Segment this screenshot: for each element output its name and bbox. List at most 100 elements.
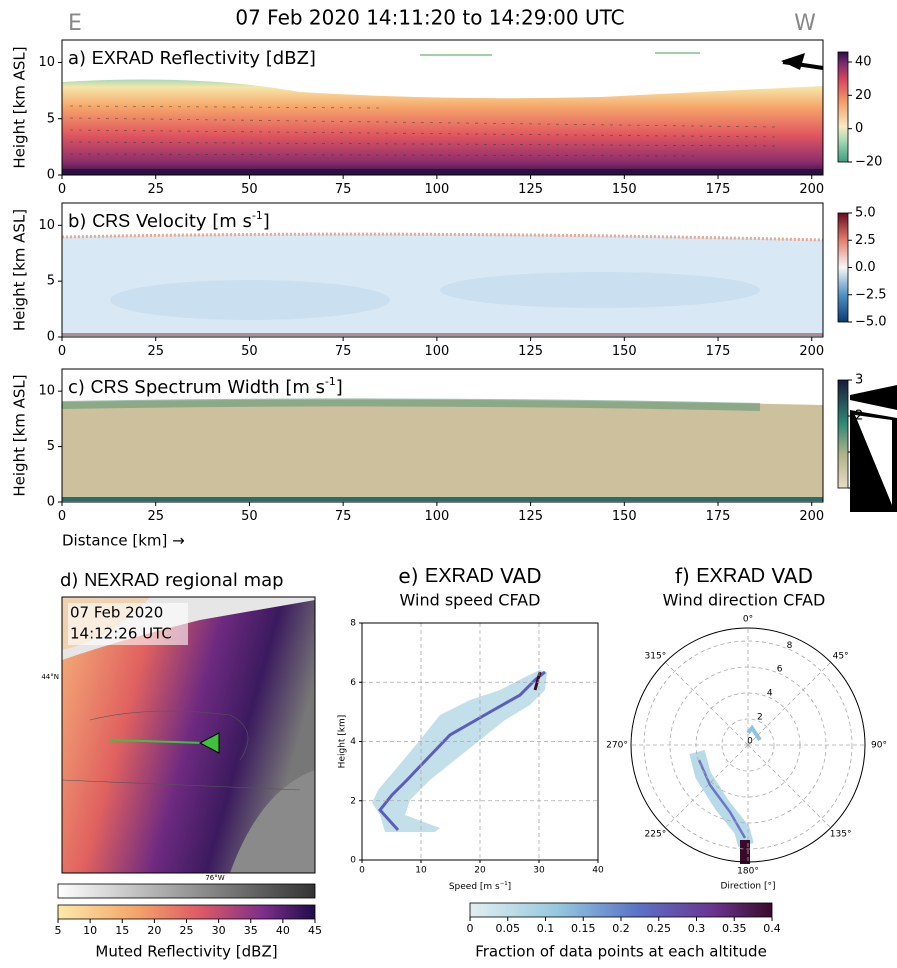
colorbar-tick-label: 0 — [855, 121, 863, 136]
x-tick-label: 20 — [474, 866, 486, 876]
map-lat-label: 44°N — [41, 673, 59, 681]
radial-grid-line — [695, 692, 801, 798]
colorbar-tick-label: 20 — [855, 88, 872, 103]
x-tick-label: 75 — [335, 509, 352, 524]
colorbar-tick-label: 10 — [83, 924, 97, 937]
title-part: b) — [68, 211, 86, 232]
y-tick-label: 0 — [47, 168, 55, 183]
colorbar — [57, 904, 316, 920]
x-tick-label: 150 — [612, 344, 637, 359]
angle-tick-label: 45° — [833, 651, 849, 661]
colorbar — [837, 51, 849, 163]
panel-title: f) EXRAD VAD — [675, 564, 813, 588]
x-axis-label: Direction [°] — [720, 882, 775, 892]
title-part: f) — [675, 564, 690, 588]
title-part: NEXRAD — [84, 570, 159, 590]
colorbar-tick-label: 0.25 — [647, 922, 672, 935]
radial-grid-line — [643, 640, 853, 850]
x-tick-label: 25 — [147, 509, 164, 524]
panel-title: b) CRS Velocity [m s-1] — [68, 209, 270, 233]
radial-grid-line — [669, 666, 827, 824]
angle-grid-line — [664, 661, 749, 746]
colorbar-tick-label: 0 — [855, 481, 863, 496]
y-tick-label: 5 — [47, 111, 55, 126]
colorbar-tick-label: 40 — [855, 55, 872, 70]
colorbar-tick-label: −20 — [855, 155, 882, 170]
x-tick-label: 50 — [241, 344, 258, 359]
colorbar-tick-label: 0.15 — [571, 922, 596, 935]
radial-tick-label: 8 — [787, 641, 793, 651]
colorbar-tick-label: 0.4 — [763, 922, 781, 935]
map-lon-label: 76°W — [205, 874, 224, 882]
title-part: EXRAD — [92, 48, 154, 68]
angle-tick-label: 135° — [830, 830, 852, 840]
colorbar-tick-label: −5.0 — [855, 315, 887, 330]
x-tick-label: 0 — [58, 344, 66, 359]
colorbar-tick-label: 1 — [855, 445, 863, 460]
colorbar — [837, 379, 849, 489]
angle-grid-line — [747, 744, 832, 829]
x-tick-label: 150 — [612, 509, 637, 524]
radial-tick-label: 6 — [777, 665, 783, 675]
y-tick-label: 2 — [350, 796, 356, 806]
x-tick-label: 100 — [424, 344, 449, 359]
title-part: ] — [336, 377, 343, 398]
figure-title: 07 Feb 2020 14:11:20 to 14:29:00 UTC — [235, 6, 624, 30]
y-axis-label: Height [km ASL] — [11, 374, 29, 496]
colorbar-label: Fraction of data points at each altitude — [475, 943, 767, 961]
title-part: a) — [68, 48, 86, 69]
y-tick-label: 10 — [38, 55, 55, 70]
x-tick-label: 150 — [612, 182, 637, 197]
y-tick-label: 10 — [38, 218, 55, 233]
y-tick-label: 5 — [47, 439, 55, 454]
x-tick-label: 75 — [335, 344, 352, 359]
title-part: c) — [68, 377, 85, 398]
x-tick-label: 50 — [241, 509, 258, 524]
colorbar-tick-label: 45 — [308, 924, 322, 937]
colorbar-tick-label: 3 — [855, 373, 863, 388]
angle-grid-line — [664, 744, 749, 829]
y-tick-label: 10 — [38, 384, 55, 399]
title-part: VAD — [771, 564, 812, 588]
colorbar — [469, 902, 773, 918]
y-tick-label: 4 — [350, 737, 356, 747]
angle-tick-label: 90° — [871, 741, 887, 751]
title-part: Spectrum Width [m s — [134, 377, 325, 398]
direction-label: E — [68, 11, 82, 36]
title-part: d) — [60, 570, 78, 591]
direction-label: W — [794, 11, 816, 36]
panel-title: e) EXRAD VAD — [398, 564, 541, 588]
colorbar-tick-label: 5.0 — [855, 206, 876, 221]
x-tick-label: 125 — [518, 182, 543, 197]
radar-map — [61, 597, 315, 873]
angle-tick-label: 0° — [743, 615, 753, 625]
colorbar-tick-label: 40 — [276, 924, 290, 937]
colorbar-tick-label: 0.05 — [496, 922, 521, 935]
map-annotation: 07 Feb 2020 — [70, 604, 163, 622]
x-tick-label: 200 — [799, 182, 824, 197]
colorbar — [837, 212, 849, 323]
colorbar-tick-label: 0.0 — [855, 260, 876, 275]
x-tick-label: 0 — [58, 509, 66, 524]
y-tick-label: 6 — [350, 678, 356, 688]
map-frame — [61, 596, 316, 874]
y-axis-label: Height [km ASL] — [11, 209, 29, 331]
colorbar-tick-label: 20 — [147, 924, 161, 937]
colorbar-tick-label: 0.1 — [537, 922, 555, 935]
colorbar-tick-label: 0 — [467, 922, 474, 935]
panel-title: Speed [m s−1] — [449, 881, 511, 892]
title-part: CRS — [92, 211, 130, 231]
colorbar-label: Muted Reflectivity [dBZ] — [95, 943, 277, 961]
colorbar-tick-label: 0.3 — [688, 922, 706, 935]
title-part: -1 — [252, 209, 263, 222]
title-part: VAD — [500, 564, 541, 588]
angle-grid-line — [747, 661, 832, 746]
x-tick-label: 125 — [518, 509, 543, 524]
x-tick-label: 175 — [706, 344, 731, 359]
y-axis-label: Height [km ASL] — [11, 46, 29, 168]
angle-tick-label: 225° — [645, 830, 667, 840]
title-part: ] — [263, 211, 270, 232]
panel-title: d) NEXRAD regional map — [60, 570, 284, 591]
colorbar-tick-label: 2.5 — [855, 233, 876, 248]
title-part: CRS — [91, 377, 129, 397]
